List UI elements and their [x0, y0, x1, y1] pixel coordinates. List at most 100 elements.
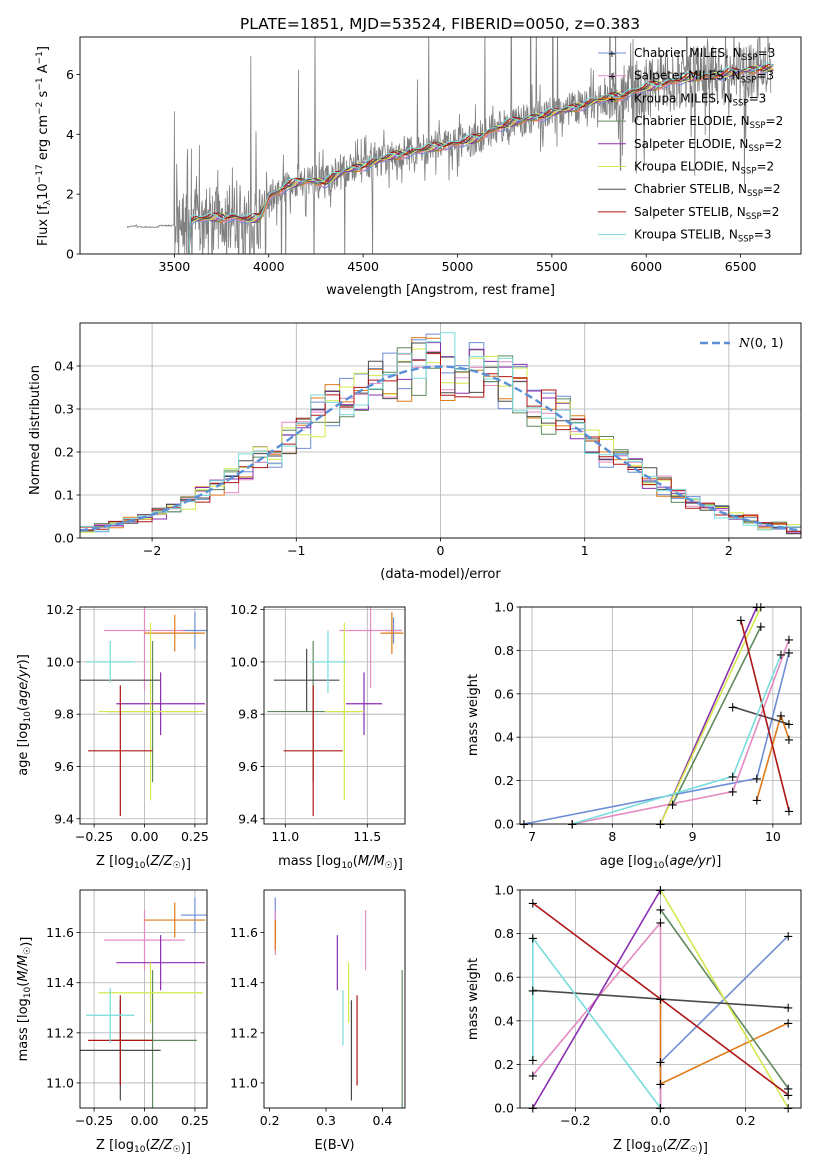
y-axis-label: Flux [fλ10−17 erg cm−2 s−1 A−1]	[35, 46, 53, 246]
legend-label: Salpeter MILES, NSSP=3	[634, 69, 774, 86]
plot-area-weight-vs-Z	[531, 890, 789, 1108]
x-tick-label: 1	[581, 543, 589, 558]
legend-label: Kroupa ELODIE, NSSP=2	[634, 160, 774, 177]
y-tick-label: 0.2	[494, 1057, 514, 1072]
plot-area-spectrum	[126, 37, 774, 254]
errorbar-kroupa-stelib	[86, 640, 135, 683]
y-tick-label: 9.4	[54, 811, 74, 826]
y-axis-label: mass weight	[466, 674, 481, 756]
x-tick-label: 0.3	[316, 1113, 336, 1128]
y-tick-label: 11.0	[46, 1075, 74, 1090]
errorbar-salpeter-stelib	[88, 995, 153, 1086]
x-axis-label: Z [log10(Z/Z☉)]	[96, 854, 191, 872]
legend-label: Salpeter ELODIE, NSSP=2	[634, 137, 782, 154]
panel-weight-vs-age: 7 8 9 100.00.20.40.60.81.0+++++++++++++++++…	[466, 600, 802, 871]
gaussian-curve	[80, 365, 801, 532]
axes-frame	[519, 606, 802, 825]
model-line-chabrier-elodie	[180, 65, 774, 254]
weight-marker: +	[783, 1102, 794, 1117]
weight-line-kroupa-miles	[659, 999, 789, 1086]
observed-spectrum-line	[126, 37, 772, 254]
axes-frame	[79, 322, 802, 539]
legend-label: Kroupa MILES, NSSP=3	[634, 91, 766, 108]
legend-label: Chabrier MILES, NSSP=3	[634, 46, 775, 63]
x-tick-label: 4000	[253, 259, 285, 274]
weight-marker: +	[667, 798, 678, 813]
weight-marker: +	[784, 633, 795, 648]
legend-label: Chabrier ELODIE, NSSP=2	[634, 114, 783, 131]
errorbar-kroupa-elodie	[98, 622, 203, 801]
y-tick-label: 0.0	[494, 817, 514, 832]
errorbar-kroupa-miles	[144, 614, 205, 652]
weight-line-salpeter-stelib	[740, 619, 790, 812]
x-tick-label: 11.0	[271, 829, 299, 844]
errorbar-kroupa-stelib	[86, 987, 135, 1043]
x-tick-label: 0.25	[181, 1113, 209, 1128]
weight-marker: +	[527, 984, 538, 999]
plot-area-residuals	[80, 332, 801, 535]
weight-line-salpeter-stelib	[532, 902, 789, 1096]
x-tick-label: 0.00	[131, 829, 159, 844]
x-tick-label: −1	[287, 543, 305, 558]
weight-marker: +	[755, 601, 766, 616]
errorbar-kroupa-miles	[380, 612, 404, 655]
panel-mass-vs-Z: −0.25 0.00 0.25 11.0 11.2 11.4 11.6 Z [log10(Z/…	[16, 889, 209, 1156]
y-tick-label: 10.0	[230, 654, 258, 669]
errorbar-salpeter-miles	[104, 910, 185, 971]
y-axis-label: age [log10(age/yr)]	[16, 654, 33, 776]
x-axis-label: age [log10(age/yr)]	[600, 854, 722, 871]
figure-title: PLATE=1851, MJD=53524, FIBERID=0050, z=0…	[240, 15, 640, 33]
errorbar-chabrier-miles	[180, 612, 207, 649]
weight-marker: +	[727, 700, 738, 715]
weight-line-chabrier-miles	[659, 935, 789, 1108]
y-tick-label: 0.6	[494, 970, 514, 985]
y-tick-label: 9.8	[54, 707, 74, 722]
weight-marker: +	[775, 648, 786, 663]
weight-marker: +	[727, 785, 738, 800]
x-tick-label: −0.2	[560, 1113, 590, 1128]
y-tick-label: 11.0	[230, 1075, 258, 1090]
y-tick-label: 0.3	[54, 402, 74, 417]
axes-frame	[79, 36, 802, 255]
weight-marker: +	[567, 818, 578, 833]
plot-area-weight-vs-age	[523, 607, 790, 824]
legend-label: Kroupa STELIB, NSSP=3	[634, 228, 772, 245]
y-tick-label: 4	[66, 127, 74, 142]
weight-marker: +	[655, 903, 666, 918]
weight-marker: +	[655, 1102, 666, 1117]
x-tick-label: −0.25	[75, 1113, 113, 1128]
x-tick-label: 6000	[630, 259, 662, 274]
y-tick-label: 11.4	[46, 975, 74, 990]
weight-marker: +	[655, 884, 666, 899]
x-tick-label: −2	[143, 543, 161, 558]
x-tick-label: 2	[725, 543, 733, 558]
weight-marker: +	[755, 620, 766, 635]
y-tick-label: 0.8	[494, 643, 514, 658]
panel-age-vs-mass: 11.0 11.5 9.4 9.6 9.8 10.0 10.2 mass [log10(M/M…	[230, 602, 406, 872]
weight-marker: +	[527, 1054, 538, 1069]
errorbar-kroupa-stelib	[309, 630, 346, 694]
weight-line-kroupa-elodie	[659, 607, 762, 824]
y-tick-label: 1.0	[494, 883, 514, 898]
y-tick-label: 10.2	[46, 602, 74, 617]
legend-label: Chabrier STELIB, NSSP=2	[634, 182, 781, 199]
x-tick-label: 10	[765, 829, 781, 844]
y-tick-label: 11.4	[230, 975, 258, 990]
weight-marker: +	[655, 993, 666, 1008]
weight-line-chabrier-stelib	[732, 706, 790, 725]
legend: N(0, 1)	[700, 335, 784, 350]
weight-marker: +	[655, 884, 666, 899]
weight-marker: +	[527, 1069, 538, 1084]
legend-label: N(0, 1)	[738, 335, 784, 350]
y-tick-label: 2	[66, 187, 74, 202]
axes-frame	[79, 889, 208, 1109]
y-tick-label: 0.2	[54, 445, 74, 460]
weight-line-kroupa-stelib	[531, 935, 662, 1108]
panel-age-vs-Z: −0.25 0.00 0.25 9.4 9.6 9.8 10.0 10.2 Z [log10(Z…	[16, 602, 209, 872]
errorbar-salpeter-elodie	[116, 672, 205, 736]
errorbar-salpeter-elodie	[116, 935, 205, 991]
weight-marker: +	[567, 818, 578, 833]
x-axis-label: mass [log10(M/M☉)]	[278, 854, 403, 872]
weight-marker: +	[751, 601, 762, 616]
